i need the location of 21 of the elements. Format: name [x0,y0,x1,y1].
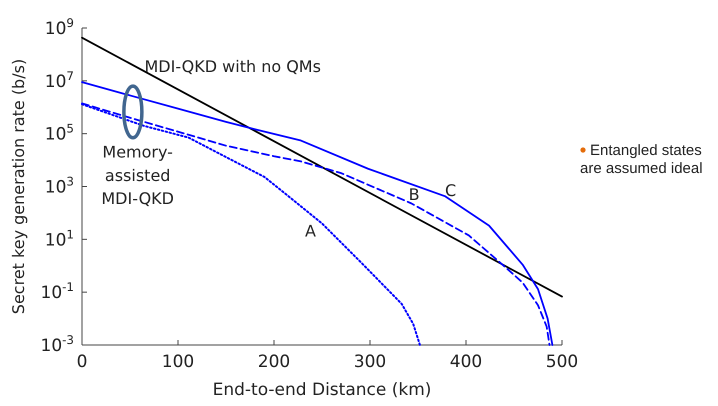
x-tick-label: 100 [162,352,194,372]
text: Entangled states are assumed ideal [580,142,703,177]
y-tick-label: 10$^{1}$ [44,227,74,250]
annotation: MDI-QKD with no QMs [144,57,321,76]
y-axis-title: Secret key generation rate (b/s) [9,58,28,314]
annotation: A [305,221,316,240]
annotation: Memory- assisted MDI-QKD [101,142,174,208]
x-tick-label: 300 [354,352,386,372]
annotation: C [445,181,456,200]
y-tick-label: 10$^{7}$ [44,68,74,92]
x-axis-title: End-to-end Distance (km) [212,380,432,400]
y-tick-label: 10$^{5}$ [44,122,74,145]
annotation: B [408,185,420,204]
x-tick-label: 500 [546,352,578,372]
x-tick-label: 200 [258,352,290,372]
y-tick-label: 10$^{9}$ [44,16,74,39]
x-tick-label: 400 [450,352,482,372]
y-tick-label: 10$^{-1}$ [40,280,74,304]
x-tick-label: 0 [76,352,88,372]
y-tick-label: 10$^{3}$ [44,174,74,198]
y-tick-label: 10$^{-3}$ [40,332,74,356]
